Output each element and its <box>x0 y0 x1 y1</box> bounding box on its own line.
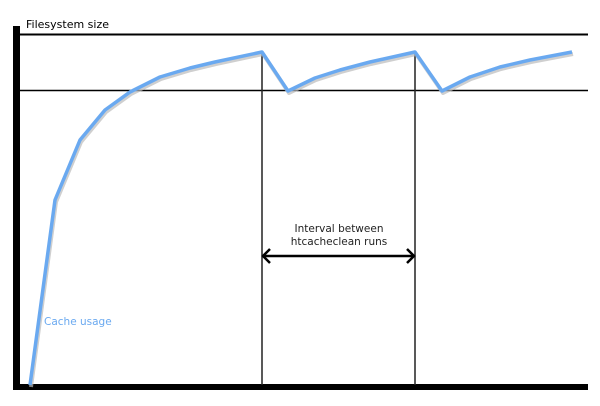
interval-label-line1: Interval between <box>295 223 384 235</box>
x-axis <box>13 384 588 390</box>
cache-usage-shadow <box>29 52 574 388</box>
cache-usage-line <box>28 50 573 386</box>
y-axis-label: Filesystem size <box>26 18 109 31</box>
y-axis <box>13 26 20 390</box>
interval-arrow <box>261 248 416 264</box>
cache-usage-label: Cache usage <box>44 316 112 328</box>
interval-label-line2: htcacheclean runs <box>291 236 388 248</box>
